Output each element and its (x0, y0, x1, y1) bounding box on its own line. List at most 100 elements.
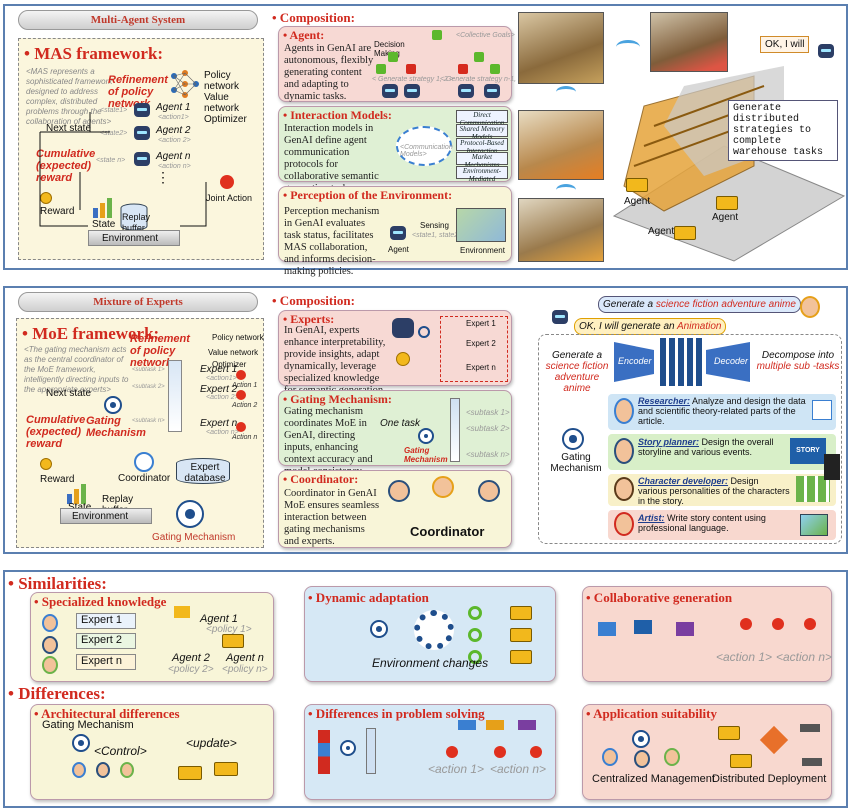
sim-policyn: <policy n> (222, 664, 268, 675)
interaction-item-2: Shared Memory Models (456, 124, 508, 141)
report-icon (812, 400, 832, 420)
mas-agent-label-2: Agent (712, 212, 739, 223)
moe-prompt-bubble: Generate a science fiction adventure ani… (598, 296, 801, 313)
sim-title: • Similarities: (8, 574, 107, 593)
explosion-icon (236, 370, 246, 380)
moe-gen-prefix: Generate a (551, 350, 603, 361)
expert-person-icon (42, 656, 58, 674)
interaction-item-1: Direct Communication (456, 110, 508, 127)
agent-robot (716, 196, 738, 210)
mas-agent-text: Agents in GenAI are autonomous, flexibly… (284, 43, 374, 102)
robot-icon (458, 84, 474, 98)
moe-decoder: Decoder (714, 356, 749, 366)
artist-title: Artist: (638, 513, 665, 523)
refresh-icon (468, 650, 482, 664)
robot-icon (484, 84, 500, 98)
moe-section-title: Mixture of Experts (18, 292, 258, 312)
person-icon (664, 748, 680, 766)
mas-agent-title: • Agent: (283, 28, 325, 42)
subtask-column (450, 398, 460, 462)
cross-icon (458, 64, 468, 74)
moe-gm-subtask2: <subtask 2> (466, 424, 510, 433)
sim-cg-card (582, 586, 832, 682)
moe-coord-text: Coordinator in GenAI MoE ensures seamles… (284, 488, 380, 547)
artist-avatar (614, 512, 634, 536)
expert-database-icon (176, 458, 230, 484)
person-icon (602, 748, 618, 766)
explosion-icon (772, 618, 784, 630)
mas-state-seq: <state1, state2...> (412, 232, 469, 239)
gating-icon (632, 730, 650, 748)
sim-da-title: • Dynamic adaptation (308, 590, 429, 605)
sim-agent2: Agent 2 (172, 652, 210, 664)
moe-next-state: Next state (46, 388, 92, 399)
people-icon (388, 480, 410, 502)
moe-ok-bubble: OK, I will generate an Animation (574, 318, 727, 335)
mas-gen-stratn: < Generate strategy n-1, n > (440, 76, 528, 83)
coordinator-icon (134, 452, 154, 472)
user-avatar (800, 296, 820, 318)
agent-drone-icon (174, 606, 190, 618)
planner-text: Story planner: Design the overall storyl… (638, 437, 788, 457)
diff-control: <Control> (94, 744, 147, 758)
moe-card-expertn: Expert n (466, 363, 496, 372)
mas-composition: • Composition: (272, 10, 355, 25)
diff-ps-action1: <action 1> (428, 762, 485, 776)
robot-icon (134, 103, 150, 117)
mas-framework-title: • MAS framework: (24, 44, 164, 63)
mas-agent2: Agent 2 (156, 125, 191, 136)
mas-section-title: Multi-Agent System (18, 10, 258, 30)
mas-policy-net: Policy network (204, 70, 240, 92)
moe-subtaskn: <subtask n> (132, 418, 165, 424)
person-icon (96, 762, 110, 778)
characters-icon (796, 476, 830, 502)
mas-agentn: Agent n (156, 151, 191, 162)
image-icon (800, 514, 828, 536)
chardev-text: Character developer: Design various pers… (638, 476, 790, 506)
explosion-icon (236, 422, 246, 432)
agent-robot (510, 628, 532, 642)
mas-decision-making: Decision Making (374, 40, 405, 58)
moe-gating-bottom: Gating Mechanism (152, 532, 236, 543)
diff-ps-title: • Differences in problem solving (308, 706, 485, 721)
top-node (518, 720, 536, 730)
moe-gating-right: Gating Mechanism (550, 452, 602, 474)
moe-refinement: Refinement of policy network (130, 333, 190, 369)
researcher-title: Researcher: (638, 396, 691, 406)
input-column (318, 730, 330, 774)
moe-gm-text: Gating mechanism coordinates MoE in GenA… (284, 406, 373, 477)
check-icon (376, 64, 386, 74)
diff-update: <update> (186, 736, 237, 750)
moe-reward: Reward (40, 474, 75, 485)
diff-app-title: • Application suitability (586, 706, 717, 721)
sim-agentn: Agent n (226, 652, 264, 664)
mas-dots: ⋮ (156, 169, 170, 185)
moe-action2: <action 2> (206, 394, 239, 401)
mas-agent-lbl: Agent (388, 245, 409, 254)
explosion-icon (804, 618, 816, 630)
mas-arrows (39, 112, 207, 227)
mas-communication-models: <Communication Models> (400, 144, 453, 158)
agent-robot (178, 766, 202, 780)
check-icon (474, 52, 484, 62)
mas-joint-action: Joint Action (206, 193, 253, 203)
communication-cloud-icon (396, 126, 452, 166)
mas-state2: <state2> (100, 130, 128, 137)
agent-robot (510, 650, 532, 664)
drone-icon (800, 724, 820, 732)
mas-interaction-title: • Interaction Models: (283, 108, 392, 122)
gear-icon (414, 610, 454, 650)
diff-arch-card (30, 704, 274, 800)
diff-centralized: Centralized Management (592, 773, 715, 785)
sim-expert-n: Expert n (76, 654, 136, 670)
sim-cg-actionn: <action n> (776, 650, 833, 664)
diff-arch-title: • Architectural differences (34, 706, 180, 721)
mas-interaction-text: Interaction models in GenAI define agent… (284, 123, 379, 194)
mas-replay: Replay buffer (122, 212, 151, 233)
moe-pipeline-panel (538, 334, 842, 544)
moe-environment-box (60, 508, 152, 524)
sim-policy2: <policy 2> (168, 664, 214, 675)
mas-collective-goal: <Collective Goals> (456, 32, 515, 39)
diff-app-card (582, 704, 832, 800)
warehouse-photo-2 (650, 12, 728, 72)
